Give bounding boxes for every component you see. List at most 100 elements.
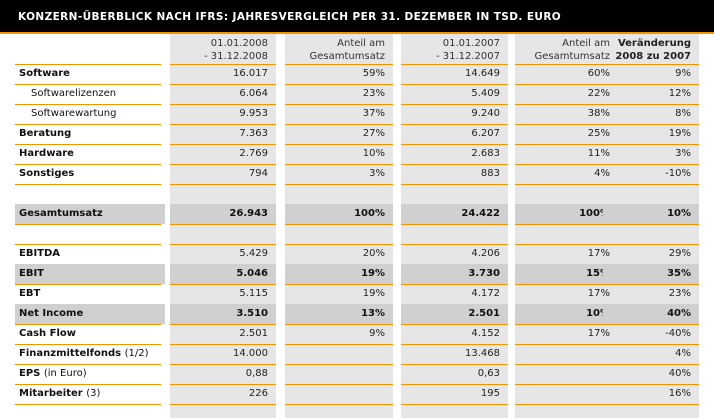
table-row: EBIT 5.046 19% 3.730 15% 35% [15,264,714,284]
row-divider [285,84,393,85]
cell-value-2008: 0,88 [245,368,268,379]
row-divider [515,84,618,85]
cell-value-2008: 2.769 [239,148,268,159]
row-label-note: (1/2) [124,348,149,359]
cell-share-2008 [285,344,393,364]
row-label: Mitarbeiter (3) [15,384,165,404]
row-divider [401,244,508,245]
row-label-text: EBIT [19,268,44,279]
column-background-value-2007 [401,34,508,418]
row-divider [515,144,618,145]
row-divider [15,184,161,185]
column-header-line2: - 31.12.2008 [203,51,268,62]
column-header-text: Anteil am Gesamtumsatz [535,37,611,63]
row-divider [603,244,699,245]
row-divider [603,224,699,225]
cell-value-2007: 14.649 [465,68,500,79]
column-header-text: 01.01.2007 - 31.12.2007 [436,37,500,63]
row-divider [15,404,161,405]
cell-change: 19% [668,128,691,139]
cell-change: 4% [675,348,691,359]
row-divider [285,344,393,345]
row-label-text: Softwarewartung [31,108,117,119]
row-divider [170,144,276,145]
row-label-note: (in Euro) [43,368,87,379]
row-divider [515,124,618,125]
cell-change: 40% [668,368,691,379]
cell-value-2007: 2.683 [471,148,500,159]
table-row: Hardware 2.769 10% 2.683 11% 3% [15,144,714,164]
table-row: Cash Flow 2.501 9% 4.152 17% -40% [15,324,714,344]
table-row: Beratung 7.363 27% 6.207 25% 19% [15,124,714,144]
row-label-note: (3) [86,388,101,399]
row-divider [15,164,161,165]
row-label: Software [15,64,165,84]
row-label-text: Beratung [19,128,72,139]
row-label: Softwarelizenzen [15,84,165,104]
cell-value-2007: 195 [480,388,500,399]
row-divider [170,124,276,125]
column-header-line2: - 31.12.2007 [435,51,500,62]
cell-value-2008: 16.017 [233,68,268,79]
table-row: EPS (in Euro) 0,88 0,63 40% [15,364,714,384]
row-divider [603,344,699,345]
cell-share-2008: 13% [285,304,393,324]
row-label: EBITDA [15,244,165,264]
cell-value-2008: 6.064 [239,88,268,99]
cell-value-2008: 7.363 [239,128,268,139]
row-divider [170,384,276,385]
cell-share-2008: 20% [362,248,385,259]
row-divider [603,284,699,285]
cell-share-2007: 22% [587,88,610,99]
row-divider [515,244,618,245]
row-label: Net Income [15,304,165,324]
row-label: EBIT [15,264,165,284]
column-header-line2: Gesamtumsatz [534,51,611,62]
column-background-share-2008 [285,34,393,418]
row-divider [603,144,699,145]
column-header-line1: 01.01.2008 [210,38,268,49]
row-divider [401,144,508,145]
row-divider [285,404,393,405]
cell-share-2007: 60% [587,68,610,79]
row-divider [515,164,618,165]
row-label-text: Softwarelizenzen [31,88,117,99]
table-row: Mitarbeiter (3) 226 195 16% [15,384,714,404]
column-background-change [603,34,699,418]
cell-share-2008: 19% [362,288,385,299]
cell-value-2007: 3.730 [401,264,508,284]
row-divider [15,364,161,365]
cell-value-2007: 4.206 [471,248,500,259]
row-divider [401,344,508,345]
row-divider [170,84,276,85]
row-divider [401,284,508,285]
cell-change: 3% [675,148,691,159]
column-header-line1: 01.01.2007 [442,38,500,49]
column-header-share-2008: Anteil am Gesamtumsatz [285,34,393,66]
cell-value-2008: 5.429 [239,248,268,259]
row-divider [170,244,276,245]
cell-share-2007: 100% [515,204,618,224]
cell-value-2008: 5.046 [170,264,276,284]
row-divider [603,184,699,185]
row-divider [603,84,699,85]
row-divider [515,284,618,285]
row-divider [515,404,618,405]
cell-change: -40% [665,328,691,339]
cell-share-2007: 15% [515,264,618,284]
row-divider [401,184,508,185]
row-label: Softwarewartung [15,104,165,124]
row-divider [515,324,618,325]
cell-share-2008: 10% [362,148,385,159]
column-background-value-2008 [170,34,276,418]
cell-share-2007: 17% [587,248,610,259]
cell-share-2008 [285,364,393,384]
cell-share-2008 [285,384,393,404]
row-label: Cash Flow [15,324,165,344]
column-header-value-2007: 01.01.2007 - 31.12.2007 [401,34,508,66]
row-label-text: Mitarbeiter [19,388,83,399]
row-divider [603,164,699,165]
row-label-text: Software [19,68,70,79]
cell-change: 35% [603,264,699,284]
